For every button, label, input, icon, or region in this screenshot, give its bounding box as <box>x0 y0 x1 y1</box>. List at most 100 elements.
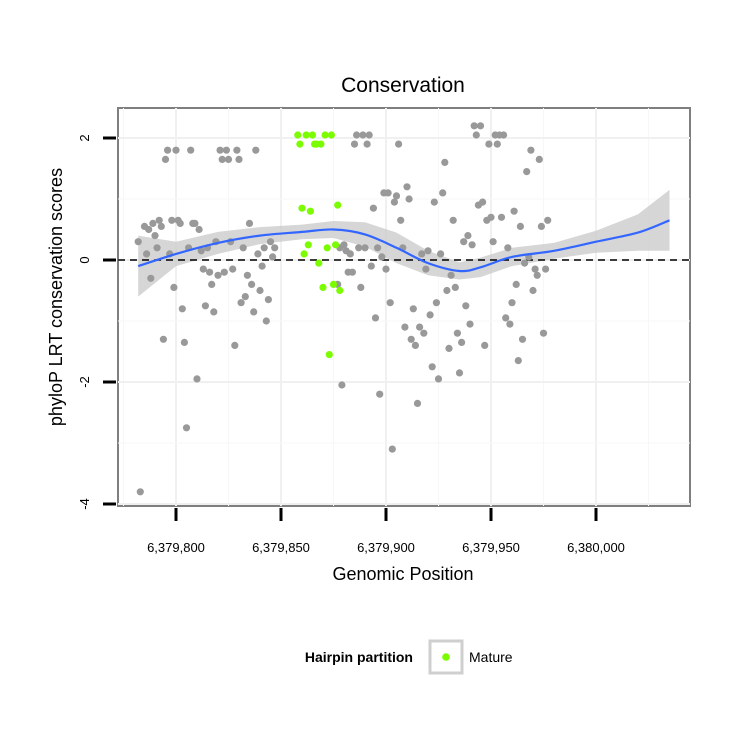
data-point <box>143 250 151 258</box>
mature-point <box>329 280 338 288</box>
data-point <box>382 265 390 273</box>
confidence-band-layer <box>138 189 670 297</box>
data-point <box>481 341 489 349</box>
y-tick-label: 0 <box>77 256 92 263</box>
mature-point <box>317 140 325 148</box>
data-point <box>493 140 501 148</box>
data-point <box>441 158 449 166</box>
grid-lines <box>118 108 690 506</box>
data-point <box>407 335 415 343</box>
data-point <box>348 268 356 276</box>
data-point <box>374 244 382 252</box>
data-point <box>197 247 205 255</box>
data-point <box>363 140 371 148</box>
mature-point <box>306 207 314 215</box>
data-point <box>443 286 451 295</box>
data-point <box>248 280 256 288</box>
data-point <box>439 189 447 197</box>
x-axis-label: Genomic Position <box>332 564 473 584</box>
data-point <box>355 244 363 252</box>
data-point <box>193 375 201 383</box>
data-point <box>157 222 165 230</box>
data-point <box>218 155 226 163</box>
data-point <box>220 268 228 276</box>
data-point <box>361 244 369 252</box>
data-point <box>191 219 199 227</box>
data-point <box>460 238 468 246</box>
y-tick-label: -2 <box>77 376 92 388</box>
data-point <box>180 338 188 346</box>
data-point <box>533 271 541 279</box>
data-point <box>269 253 277 261</box>
data-point <box>229 265 237 273</box>
data-point <box>241 293 249 301</box>
mature-point <box>302 131 310 139</box>
data-point <box>411 341 419 349</box>
data-point <box>500 131 508 139</box>
mature-point <box>327 131 335 139</box>
data-point <box>476 122 485 130</box>
data-point <box>418 250 426 258</box>
data-point <box>487 213 495 221</box>
data-point <box>256 286 264 295</box>
mature-point <box>336 286 344 295</box>
data-point <box>434 375 443 383</box>
data-point <box>462 302 470 310</box>
data-point <box>451 283 459 291</box>
data-point <box>168 216 176 224</box>
data-point <box>413 399 422 407</box>
data-point <box>178 305 186 313</box>
data-point <box>504 244 512 252</box>
data-point <box>468 241 476 249</box>
smooth-trend-line <box>137 219 670 273</box>
data-point <box>472 131 480 139</box>
data-point <box>235 155 243 163</box>
data-point <box>340 241 348 249</box>
data-point <box>455 369 464 377</box>
data-point <box>245 219 254 227</box>
data-point <box>510 207 518 215</box>
data-point <box>260 244 268 252</box>
y-tick-label: -4 <box>77 498 92 510</box>
x-tick-label: 6,379,900 <box>357 540 415 555</box>
data-point <box>187 146 195 154</box>
data-point <box>224 155 233 163</box>
data-point <box>397 216 405 224</box>
data-point <box>134 238 142 246</box>
data-point <box>430 198 438 206</box>
data-point <box>521 259 529 267</box>
data-point <box>395 140 403 148</box>
data-point <box>376 390 384 398</box>
data-point <box>497 213 506 221</box>
data-point <box>359 131 367 139</box>
mature-point <box>332 241 340 249</box>
legend-swatch-mature <box>442 653 450 661</box>
data-point <box>195 225 203 234</box>
legend: Hairpin partition Mature <box>305 639 513 675</box>
data-point <box>346 250 354 258</box>
data-point <box>357 283 365 291</box>
data-point <box>449 216 457 224</box>
data-point <box>367 262 375 270</box>
data-point <box>437 250 445 258</box>
data-point <box>464 232 472 240</box>
data-point <box>136 488 144 496</box>
data-point <box>508 299 516 307</box>
data-point <box>254 250 262 258</box>
data-point <box>485 140 493 148</box>
data-point <box>445 344 453 352</box>
data-point <box>453 329 461 337</box>
x-tick-label: 6,379,850 <box>252 540 310 555</box>
data-point <box>506 320 514 328</box>
data-point <box>161 155 170 163</box>
data-point <box>199 265 207 273</box>
data-point <box>369 204 377 212</box>
data-point <box>350 140 359 148</box>
mature-point <box>300 250 308 258</box>
data-point <box>365 131 373 139</box>
data-point <box>531 265 539 273</box>
x-tick-label: 6,379,800 <box>147 540 205 555</box>
data-point <box>523 168 531 176</box>
data-point <box>145 225 153 234</box>
mature-point <box>315 259 323 267</box>
